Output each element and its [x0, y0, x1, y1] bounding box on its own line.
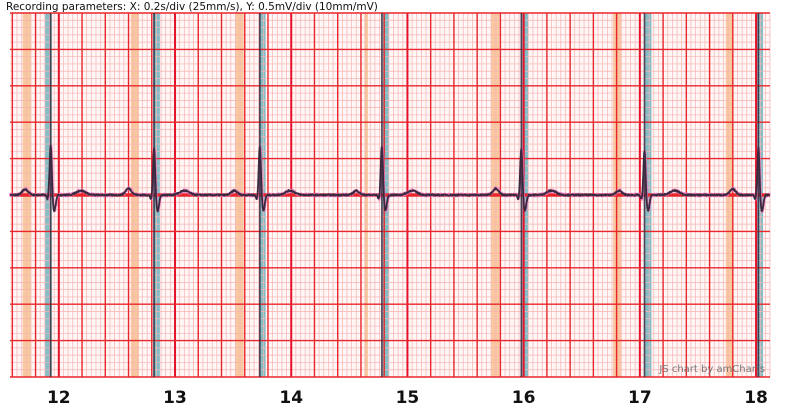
x-tick-label: 13 [163, 388, 187, 408]
x-tick-label: 15 [396, 388, 420, 408]
x-tick-label: 16 [512, 388, 536, 408]
chart-credit: JS chart by amCharts [658, 364, 765, 375]
x-tick-label: 18 [744, 388, 768, 408]
qrs-markers [49, 13, 760, 377]
x-axis-tick-labels: 12 13 14 15 16 17 18 [47, 388, 768, 408]
ecg-trace-dark [9, 144, 771, 213]
x-tick-label: 14 [279, 388, 303, 408]
x-tick-label: 17 [628, 388, 652, 408]
ecg-traces [8, 144, 771, 214]
recording-parameters-label: Recording parameters: X: 0.2s/div (25mm/… [6, 1, 378, 13]
x-tick-label: 12 [47, 388, 71, 408]
